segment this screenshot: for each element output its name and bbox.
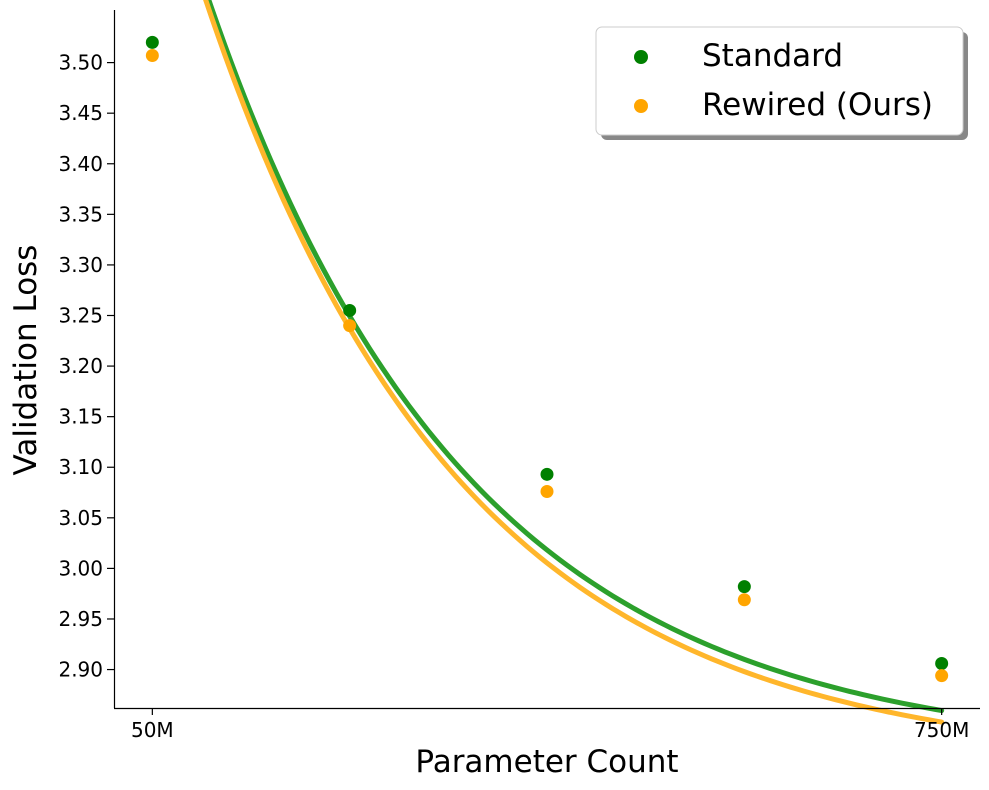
point-standard [343,303,357,317]
y-tick-label: 3.00 [58,556,103,580]
y-tick-label: 2.95 [58,607,103,631]
y-tick-label: 3.10 [58,455,103,479]
point-standard [540,467,554,481]
y-tick-label: 3.35 [58,202,103,226]
fit-line-rewired [203,0,945,725]
point-standard [737,580,751,594]
data-points [145,35,949,683]
point-rewired [540,485,554,499]
point-standard [935,656,949,670]
point-standard [145,35,159,49]
x-axis-label: Parameter Count [415,744,678,780]
fit-line-standard [206,0,945,714]
y-tick-label: 3.40 [58,152,103,176]
x-tick-label: 50M [131,718,174,742]
fit-lines [203,0,945,725]
legend: Standard Rewired (Ours) [595,26,968,140]
axes [113,10,980,710]
y-tick-label: 3.45 [58,101,103,125]
y-tick-label: 3.30 [58,253,103,277]
y-tick-label: 3.15 [58,405,103,429]
point-rewired [737,593,751,607]
y-tick-label: 3.05 [58,506,103,530]
y-tick-label: 3.25 [58,304,103,328]
x-tick-label: 750M [914,718,969,742]
legend-label-standard: Standard [702,38,843,74]
point-rewired [343,319,357,333]
y-axis-label: Validation Loss [8,245,44,476]
point-rewired [935,669,949,683]
legend-marker-rewired [634,99,648,113]
y-tick-label: 2.90 [58,658,103,682]
y-ticks: 2.90 2.95 3.00 3.05 3.10 3.15 3.20 3.25 3.30 3.35… [58,51,114,682]
legend-marker-standard [634,50,648,64]
y-tick-label: 3.50 [58,51,103,75]
point-rewired [145,49,159,63]
x-ticks: 50M 750M [131,708,969,742]
y-tick-label: 3.20 [58,354,103,378]
legend-box [595,26,964,136]
legend-label-rewired: Rewired (Ours) [702,87,933,123]
